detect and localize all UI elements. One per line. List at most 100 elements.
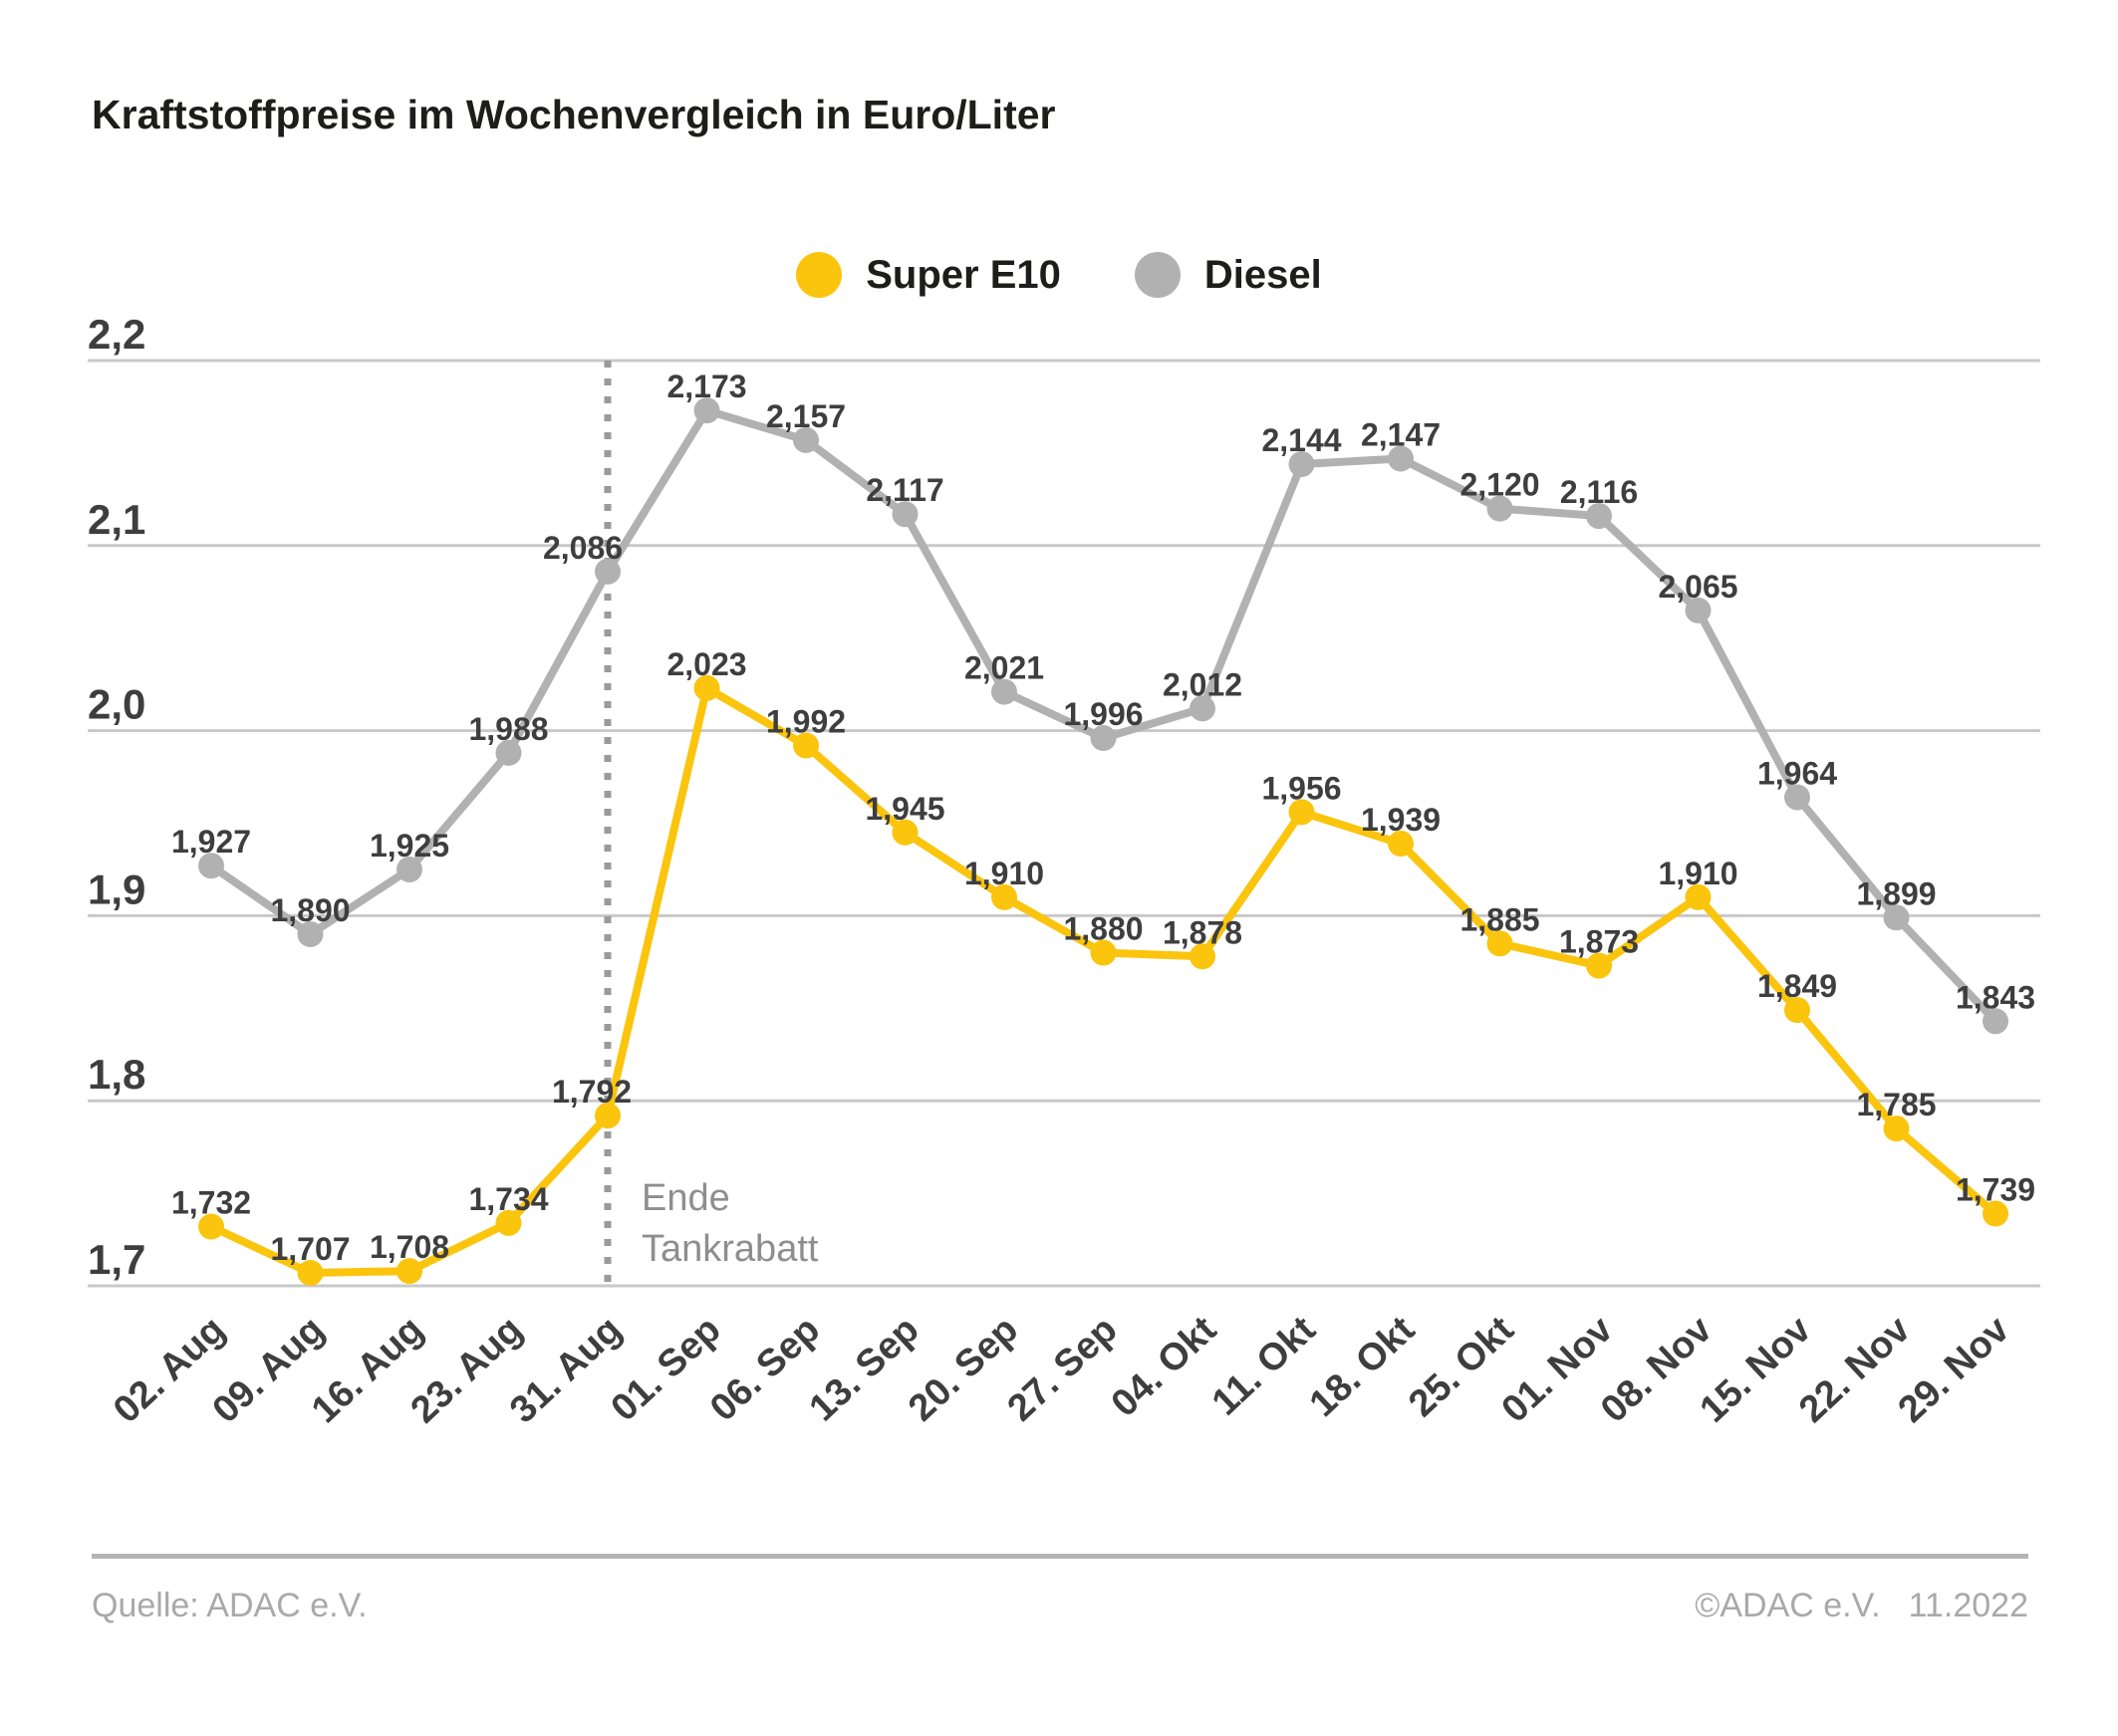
x-axis-label: 29. Nov	[1891, 1309, 2018, 1431]
x-axis-label: 04. Okt	[1104, 1309, 1225, 1425]
diesel-value-label: 2,117	[866, 472, 943, 508]
x-axis-label: 09. Aug	[205, 1309, 333, 1431]
diesel-point	[1983, 1008, 2008, 1035]
diesel-value-label: 2,157	[766, 398, 846, 434]
super-e10-point	[1486, 930, 1513, 957]
diesel-point	[198, 853, 224, 879]
super-e10-value-label: 1,992	[766, 703, 846, 739]
super-e10-value-label: 1,956	[1261, 770, 1341, 806]
x-axis-label: 20. Sep	[901, 1309, 1026, 1429]
super-e10-value-label: 1,945	[865, 791, 944, 827]
diesel-value-label: 1,996	[1063, 696, 1143, 732]
diesel-value-label: 1,927	[171, 824, 251, 860]
y-axis-tick-label: 2,1	[88, 496, 145, 543]
x-axis-label: 31. Aug	[502, 1309, 630, 1431]
diesel-value-label: 2,086	[543, 530, 623, 566]
x-axis-label: 18. Okt	[1302, 1309, 1424, 1425]
super-e10-point	[892, 819, 919, 846]
super-e10-point	[1983, 1200, 2008, 1227]
super-e10-value-label: 1,785	[1856, 1087, 1936, 1122]
super-e10-point	[198, 1213, 224, 1240]
diesel-value-label: 1,899	[1856, 875, 1936, 911]
x-axis-label: 08. Nov	[1593, 1309, 1721, 1431]
diesel-point	[1090, 725, 1117, 752]
source-note: Quelle: ADAC e.V.	[92, 1587, 368, 1624]
legend-label-super-e10: Super E10	[866, 252, 1061, 297]
super-e10-point	[397, 1258, 422, 1285]
footer: Quelle: ADAC e.V. ©ADAC e.V. 11.2022	[92, 1587, 2028, 1625]
y-axis-tick-label: 1,7	[88, 1236, 145, 1283]
x-axis-label: 27. Sep	[1000, 1309, 1126, 1429]
super-e10-point	[1288, 799, 1315, 826]
x-axis-label: 13. Sep	[802, 1309, 927, 1429]
y-axis-tick-label: 1,9	[88, 866, 145, 912]
super-e10-value-label: 1,792	[552, 1074, 632, 1110]
super-e10-point	[1784, 997, 1810, 1024]
diesel-point	[595, 558, 621, 585]
publication-date: 11.2022	[1908, 1587, 2028, 1624]
super-e10-point	[793, 732, 819, 759]
super-e10-point	[1090, 939, 1117, 966]
super-e10-value-label: 1,910	[964, 856, 1044, 891]
diesel-value-label: 2,120	[1459, 467, 1539, 503]
diesel-value-label: 2,173	[666, 369, 746, 404]
diesel-color-dot-icon	[1134, 252, 1181, 298]
super-e10-value-label: 1,739	[1956, 1172, 2035, 1208]
footer-divider	[92, 1554, 2028, 1559]
diesel-point	[1388, 445, 1414, 472]
x-axis-label: 11. Okt	[1204, 1309, 1324, 1424]
super-e10-point	[595, 1103, 621, 1129]
diesel-point	[1685, 597, 1712, 623]
diesel-point	[991, 678, 1017, 705]
copyright-text: ©ADAC e.V.	[1695, 1587, 1881, 1624]
super-e10-value-label: 1,885	[1459, 901, 1539, 937]
diesel-point	[1883, 904, 1910, 931]
diesel-point	[1784, 784, 1810, 811]
diesel-value-label: 2,012	[1163, 666, 1242, 702]
diesel-value-label: 1,843	[1956, 979, 2035, 1015]
super-e10-value-label: 1,873	[1559, 924, 1639, 960]
chart-title: Kraftstoffpreise im Wochenvergleich in E…	[92, 92, 1056, 137]
diesel-value-label: 1,988	[468, 711, 548, 747]
diesel-point	[495, 739, 522, 766]
fuel-price-line-chart: 2,2 2,1 2,0 1,9 1,8 1,7 Ende Tankrabatt 1,732 1,7…	[88, 311, 2040, 1431]
diesel-point	[1486, 495, 1513, 522]
diesel-point	[892, 501, 919, 528]
diesel-point	[297, 920, 324, 947]
super-e10-point	[297, 1259, 324, 1286]
x-axis-label: 15. Nov	[1693, 1309, 1820, 1431]
diesel-point	[793, 426, 819, 453]
x-axis-label: 06. Sep	[702, 1309, 828, 1429]
x-axis-label: 01. Sep	[604, 1309, 729, 1429]
legend-label-diesel: Diesel	[1203, 252, 1322, 297]
super-e10-point	[1685, 883, 1712, 910]
super-e10-color-dot-icon	[796, 252, 843, 298]
super-e10-point	[991, 883, 1017, 910]
diesel-value-label: 1,964	[1757, 755, 1837, 791]
super-e10-point	[1388, 830, 1414, 857]
y-axis-tick-label: 2,2	[88, 311, 145, 358]
super-e10-value-label: 1,707	[270, 1231, 350, 1267]
chart-legend: Super E10 Diesel	[0, 252, 2118, 298]
super-e10-value-label: 2,023	[666, 646, 746, 682]
diesel-value-label: 2,144	[1261, 422, 1341, 458]
x-axis-label: 22. Nov	[1791, 1309, 1919, 1431]
annotation-text: Tankrabatt	[642, 1228, 819, 1270]
y-axis-tick-label: 2,0	[88, 681, 145, 728]
super-e10-value-label: 1,880	[1063, 911, 1143, 947]
diesel-point	[397, 856, 422, 882]
x-axis-label: 02. Aug	[106, 1309, 233, 1431]
annotation-text: Ende	[642, 1177, 730, 1219]
diesel-value-label: 2,147	[1361, 416, 1441, 452]
diesel-value-label: 1,925	[370, 828, 449, 864]
super-e10-value-label: 1,734	[468, 1181, 548, 1217]
super-e10-value-label: 1,910	[1658, 856, 1737, 891]
super-e10-point	[1190, 943, 1215, 970]
super-e10-value-label: 1,939	[1361, 802, 1441, 838]
diesel-point	[1586, 503, 1612, 530]
legend-item-super-e10: Super E10	[796, 252, 1061, 298]
super-e10-value-label: 1,732	[171, 1185, 251, 1221]
super-e10-point	[1883, 1116, 1910, 1142]
y-axis-tick-label: 1,8	[88, 1051, 145, 1098]
